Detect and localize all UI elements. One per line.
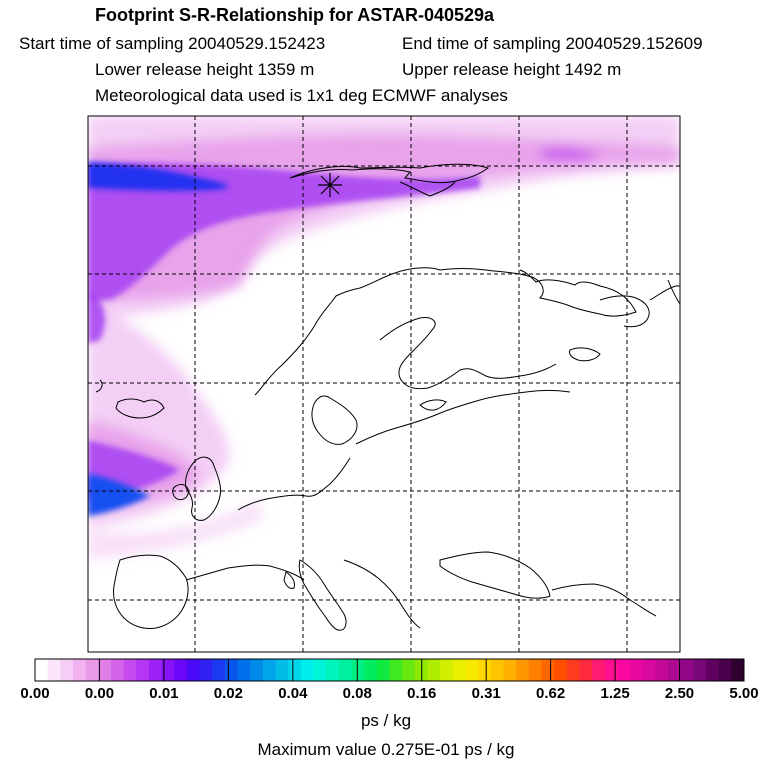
colorbar-swatch — [630, 659, 644, 681]
colorbar-swatch — [617, 659, 631, 681]
plot-title: Footprint S-R-Relationship for ASTAR-040… — [95, 5, 495, 25]
colorbar-tick-label: 0.04 — [278, 685, 308, 702]
colorbar-swatch — [427, 659, 441, 681]
colorbar-swatch — [731, 659, 745, 681]
colorbar-swatch — [389, 659, 403, 681]
upper-height-label: Upper release height 1492 m — [402, 60, 622, 79]
colorbar-swatch — [136, 659, 150, 681]
colorbar-swatch — [326, 659, 340, 681]
lower-height-label: Lower release height 1359 m — [95, 60, 315, 79]
colorbar-swatch — [161, 659, 175, 681]
colorbar-swatch — [642, 659, 656, 681]
colorbar-tick-label: 5.00 — [729, 685, 759, 702]
colorbar-swatch — [60, 659, 74, 681]
colorbar-tick-label: 2.50 — [664, 685, 695, 702]
graticule — [88, 116, 680, 652]
colorbar-swatch — [718, 659, 732, 681]
colorbar-swatch — [655, 659, 669, 681]
colorbar-swatch — [592, 659, 606, 681]
start-time-label: Start time of sampling 20040529.152423 — [19, 34, 326, 53]
colorbar-swatch — [554, 659, 568, 681]
colorbar-swatch — [566, 659, 580, 681]
colorbar-swatch — [465, 659, 479, 681]
colorbar-swatch — [706, 659, 720, 681]
colorbar-swatch — [174, 659, 188, 681]
colorbar-swatch — [186, 659, 201, 681]
plume-layer — [88, 116, 680, 560]
colorbar-swatch — [503, 659, 517, 681]
colorbar-tick-label: 0.02 — [213, 685, 243, 702]
colorbar-swatch — [224, 659, 239, 681]
colorbar-swatch — [212, 659, 226, 681]
colorbar-swatch — [579, 659, 593, 681]
receptor-star-marker — [318, 173, 342, 197]
colorbar-swatch — [351, 659, 365, 681]
colorbar-tick-label: 0.16 — [407, 685, 437, 702]
colorbar-swatch — [250, 659, 264, 681]
colorbar-swatch — [693, 659, 707, 681]
coastlines — [95, 163, 680, 631]
colorbar-swatch — [72, 659, 87, 681]
colorbar-swatch — [110, 659, 125, 681]
colorbar-swatch — [148, 659, 163, 681]
colorbar-tick-label: 0.31 — [471, 685, 501, 702]
colorbar-swatch — [516, 659, 530, 681]
colorbar-swatch — [85, 659, 99, 681]
colorbar-swatch — [123, 659, 137, 681]
colorbar — [34, 658, 745, 682]
colorbar-swatch — [288, 659, 302, 681]
plume-max — [88, 162, 229, 516]
units-label: ps / kg — [360, 711, 412, 730]
colorbar-swatch — [452, 659, 466, 681]
colorbar-swatch — [541, 659, 555, 681]
colorbar-swatch — [35, 659, 49, 681]
colorbar-swatch — [338, 659, 353, 681]
colorbar-swatch — [528, 659, 542, 681]
colorbar-tick-label: 0.08 — [342, 685, 372, 702]
colorbar-swatch — [668, 659, 682, 681]
colorbar-swatch — [98, 659, 112, 681]
colorbar-tick-label: 0.01 — [149, 685, 179, 702]
colorbar-tick-label: 0.00 — [20, 685, 50, 702]
colorbar-swatch — [275, 659, 289, 681]
colorbar-swatch — [364, 659, 378, 681]
colorbar-swatch — [604, 659, 618, 681]
colorbar-swatch — [680, 659, 694, 681]
colorbar-swatch — [262, 659, 277, 681]
colorbar-swatch — [300, 659, 315, 681]
colorbar-swatch — [376, 659, 390, 681]
end-time-label: End time of sampling 20040529.152609 — [402, 34, 703, 53]
colorbar-swatch — [47, 659, 61, 681]
max-value-label: Maximum value 0.275E-01 ps / kg — [257, 740, 515, 759]
colorbar-tick-label: 0.62 — [536, 685, 566, 702]
colorbar-swatch — [490, 659, 504, 681]
met-data-label: Meteorological data used is 1x1 deg ECMW… — [95, 86, 508, 105]
colorbar-tick-label: 0.00 — [84, 685, 115, 702]
colorbar-tick-label: 1.25 — [600, 685, 630, 702]
colorbar-swatch — [478, 659, 492, 681]
colorbar-swatch — [313, 659, 327, 681]
colorbar-swatch — [199, 659, 213, 681]
colorbar-swatch — [237, 659, 251, 681]
colorbar-swatch — [402, 659, 416, 681]
map-frame — [87, 115, 681, 653]
colorbar-swatch — [440, 659, 454, 681]
colorbar-border — [34, 658, 745, 682]
